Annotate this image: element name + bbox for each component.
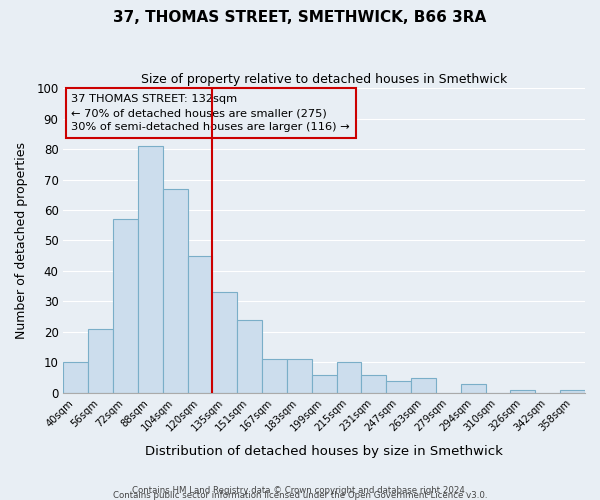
- Bar: [560, 390, 585, 393]
- Text: 37, THOMAS STREET, SMETHWICK, B66 3RA: 37, THOMAS STREET, SMETHWICK, B66 3RA: [113, 10, 487, 25]
- Bar: [163, 188, 188, 393]
- Bar: [386, 380, 411, 393]
- Bar: [262, 360, 287, 393]
- Bar: [138, 146, 163, 393]
- Bar: [64, 362, 88, 393]
- Bar: [113, 219, 138, 393]
- Text: Contains public sector information licensed under the Open Government Licence v3: Contains public sector information licen…: [113, 491, 487, 500]
- Bar: [361, 374, 386, 393]
- Title: Size of property relative to detached houses in Smethwick: Size of property relative to detached ho…: [141, 72, 508, 86]
- Text: 37 THOMAS STREET: 132sqm
← 70% of detached houses are smaller (275)
30% of semi-: 37 THOMAS STREET: 132sqm ← 70% of detach…: [71, 94, 350, 132]
- Bar: [411, 378, 436, 393]
- Bar: [511, 390, 535, 393]
- Bar: [212, 292, 237, 393]
- Bar: [88, 329, 113, 393]
- Bar: [337, 362, 361, 393]
- Bar: [188, 256, 212, 393]
- Bar: [287, 360, 312, 393]
- Text: Contains HM Land Registry data © Crown copyright and database right 2024.: Contains HM Land Registry data © Crown c…: [132, 486, 468, 495]
- Bar: [461, 384, 485, 393]
- X-axis label: Distribution of detached houses by size in Smethwick: Distribution of detached houses by size …: [145, 444, 503, 458]
- Y-axis label: Number of detached properties: Number of detached properties: [15, 142, 28, 339]
- Bar: [237, 320, 262, 393]
- Bar: [312, 374, 337, 393]
